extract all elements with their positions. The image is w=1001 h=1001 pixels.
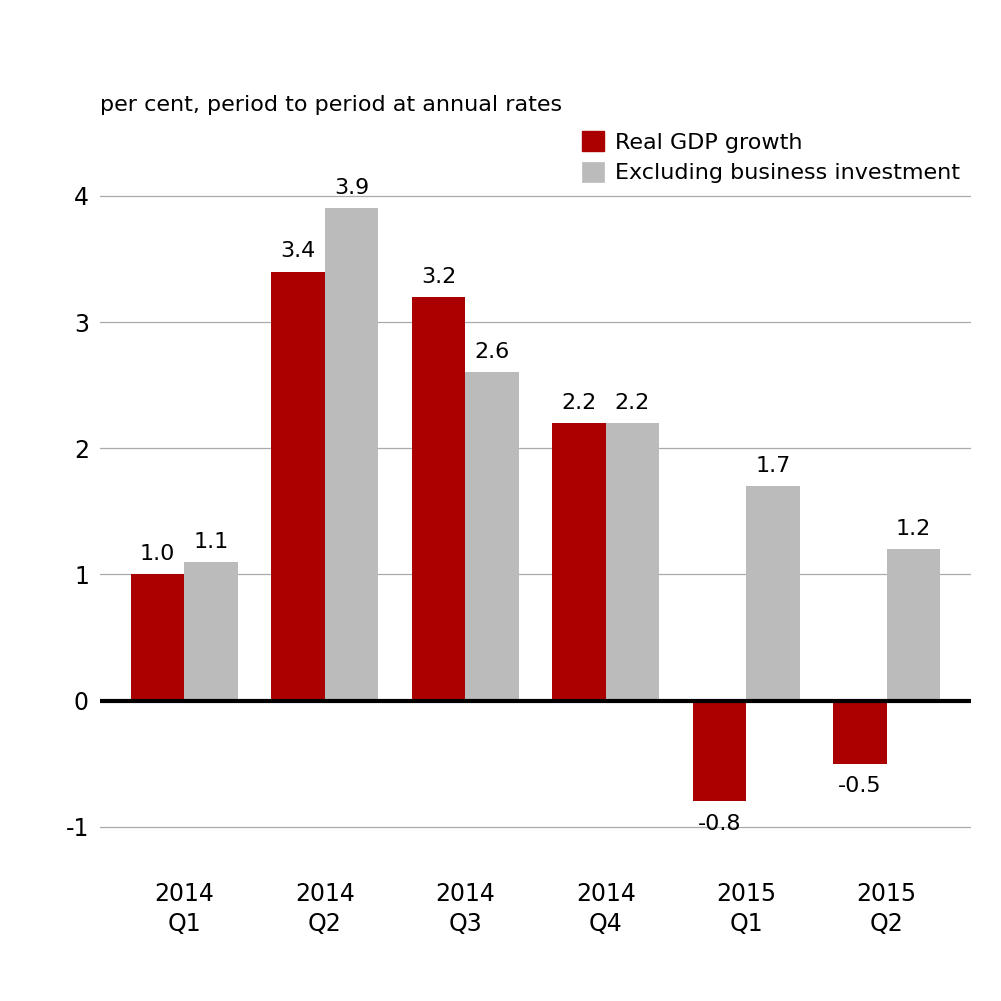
Text: 1.0: 1.0 (140, 545, 175, 565)
Bar (412, 296, 465, 701)
Text: 3.4: 3.4 (280, 241, 315, 261)
Text: -0.5: -0.5 (838, 776, 882, 796)
Bar (465, 372, 519, 701)
Bar (184, 562, 238, 701)
Text: 1.2: 1.2 (896, 520, 931, 539)
Bar (553, 423, 606, 701)
Text: 3.9: 3.9 (334, 178, 369, 198)
Legend: Real GDP growth, Excluding business investment: Real GDP growth, Excluding business inve… (582, 131, 960, 183)
Text: 2.6: 2.6 (474, 342, 510, 362)
Text: 2.2: 2.2 (562, 392, 597, 412)
Bar (131, 575, 184, 701)
Bar (606, 423, 659, 701)
Bar (693, 701, 746, 802)
Bar (271, 271, 325, 701)
Text: 1.7: 1.7 (756, 455, 791, 475)
Bar (746, 486, 800, 701)
Text: -0.8: -0.8 (698, 814, 742, 834)
Text: 2.2: 2.2 (615, 392, 650, 412)
Text: 1.1: 1.1 (193, 532, 228, 552)
Text: 3.2: 3.2 (421, 266, 456, 286)
Bar (325, 208, 378, 701)
Bar (887, 550, 940, 701)
Text: per cent, period to period at annual rates: per cent, period to period at annual rat… (100, 95, 563, 115)
Bar (833, 701, 887, 764)
